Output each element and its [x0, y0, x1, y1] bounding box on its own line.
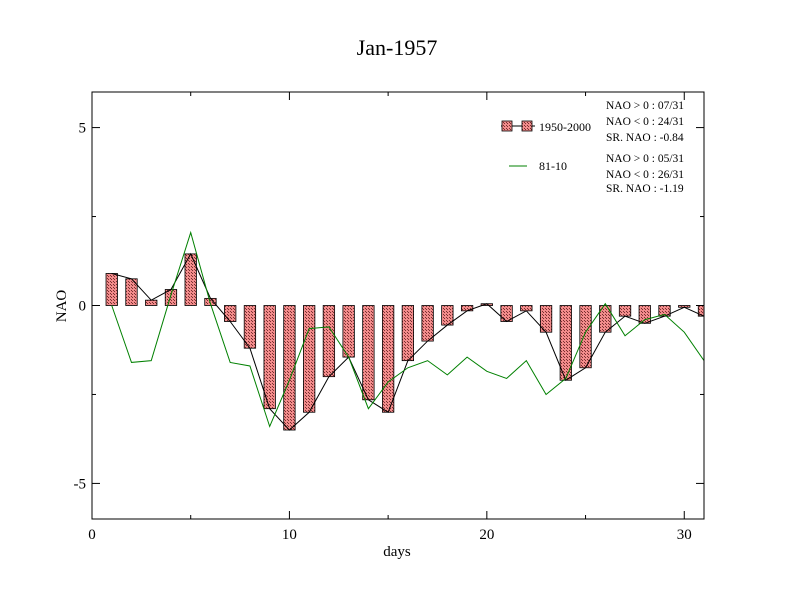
legend-label-1950-2000: 1950-2000	[539, 120, 591, 134]
legend-swatch-left-1950-2000	[501, 120, 513, 132]
x-tick-label-0: 0	[88, 527, 96, 543]
bar-day-12	[322, 305, 336, 378]
stat-81-10-negative: NAO < 0 : 26/31	[606, 169, 684, 181]
line-81-10	[111, 230, 704, 428]
bar-day-1	[105, 273, 118, 306]
bar-day-19	[460, 305, 474, 312]
y-tick-label-5: 5	[79, 121, 87, 137]
stat-81-10-positive: NAO > 0 : 05/31	[606, 153, 684, 165]
line-series	[111, 230, 704, 431]
y-axis-label: NAO	[54, 290, 70, 323]
bar-day-7	[224, 305, 237, 322]
stat-1950-2000-positive: NAO > 0 : 07/31	[606, 100, 684, 112]
bar-day-16	[401, 305, 414, 362]
bar-day-8	[243, 305, 257, 349]
y-tick-label-0: 0	[79, 299, 87, 315]
stat-1950-2000-negative: NAO < 0 : 24/31	[606, 116, 684, 128]
bar-day-11	[303, 305, 316, 413]
legend-label-81-10: 81-10	[539, 159, 567, 173]
line-1950-2000	[111, 252, 704, 431]
bar-day-28	[638, 305, 651, 324]
bar-day-25	[579, 305, 592, 369]
legend: 1950-2000 81-10 NAO > 0 : 07/31 NAO < 0 …	[501, 100, 684, 195]
bar-day-10	[283, 305, 296, 431]
stat-81-10-sr: SR. NAO : -1.19	[606, 183, 684, 195]
x-axis-label: days	[383, 544, 411, 560]
legend-swatch-right-1950-2000	[521, 120, 533, 132]
x-tick-label-10: 10	[282, 527, 297, 543]
axes: 0 10 20 30 -5 0 5	[74, 92, 704, 543]
bar-day-13	[342, 305, 355, 358]
bar-day-22	[520, 305, 533, 312]
x-tick-label-20: 20	[479, 527, 494, 543]
bar-day-3	[145, 299, 158, 306]
bar-day-27	[618, 305, 632, 317]
plot-area	[105, 230, 704, 431]
bar-day-15	[381, 305, 395, 413]
bar-day-14	[362, 305, 375, 401]
x-tick-label-30: 30	[677, 527, 692, 543]
stat-1950-2000-sr: SR. NAO : -0.84	[606, 132, 684, 144]
bar-day-17	[421, 305, 434, 342]
y-tick-label--5: -5	[74, 476, 87, 492]
bar-day-9	[263, 305, 276, 410]
chart-title: Jan-1957	[357, 35, 438, 60]
